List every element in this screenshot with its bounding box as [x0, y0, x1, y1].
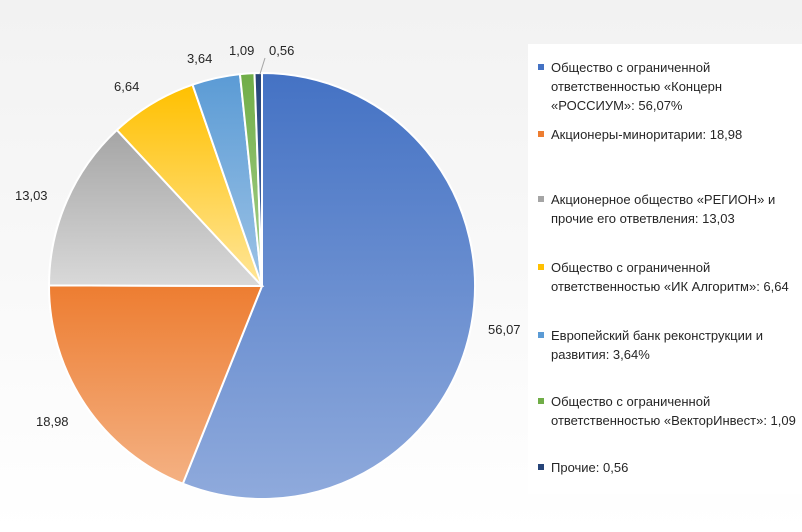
legend-item: Общество с ограниченной ответственностью…: [538, 392, 800, 430]
pie-slice: [253, 71, 263, 287]
legend-label: Прочие: 0,56: [551, 460, 629, 475]
legend-label: Акционерное общество «РЕГИОН» и прочие е…: [551, 192, 776, 226]
data-label: 3,64: [187, 51, 212, 66]
pie-slice: [47, 284, 264, 486]
leader-line: [259, 57, 266, 75]
legend-label: Общество с ограниченной ответственностью…: [551, 260, 789, 294]
data-label: 13,03: [15, 188, 48, 203]
legend-swatch: [538, 196, 544, 202]
data-label: 18,98: [36, 414, 69, 429]
legend-item: Общество с ограниченной ответственностью…: [538, 58, 800, 115]
legend-item: Прочие: 0,56: [538, 458, 800, 477]
legend-swatch: [538, 332, 544, 338]
legend-swatch: [538, 131, 544, 137]
data-label: 0,56: [269, 43, 294, 58]
legend-label: Общество с ограниченной ответственностью…: [551, 394, 796, 428]
legend-label: Акционеры-миноритарии: 18,98: [551, 127, 743, 142]
legend: Общество с ограниченной ответственностью…: [528, 44, 802, 494]
legend-swatch: [538, 264, 544, 270]
legend-item: Акционеры-миноритарии: 18,98: [538, 125, 800, 144]
data-label: 56,07: [488, 322, 521, 337]
legend-item: Акционерное общество «РЕГИОН» и прочие е…: [538, 190, 800, 228]
legend-item: Общество с ограниченной ответственностью…: [538, 258, 800, 296]
legend-swatch: [538, 64, 544, 70]
legend-label: Общество с ограниченной ответственностью…: [551, 60, 723, 113]
pie-slice: [47, 128, 265, 288]
legend-label: Европейский банк реконструкции и развити…: [551, 328, 764, 362]
legend-swatch: [538, 398, 544, 404]
data-label: 1,09: [229, 43, 254, 58]
pie-slice: [181, 71, 476, 500]
legend-item: Европейский банк реконструкции и развити…: [538, 326, 800, 364]
legend-swatch: [538, 464, 544, 470]
data-label: 6,64: [114, 79, 139, 94]
